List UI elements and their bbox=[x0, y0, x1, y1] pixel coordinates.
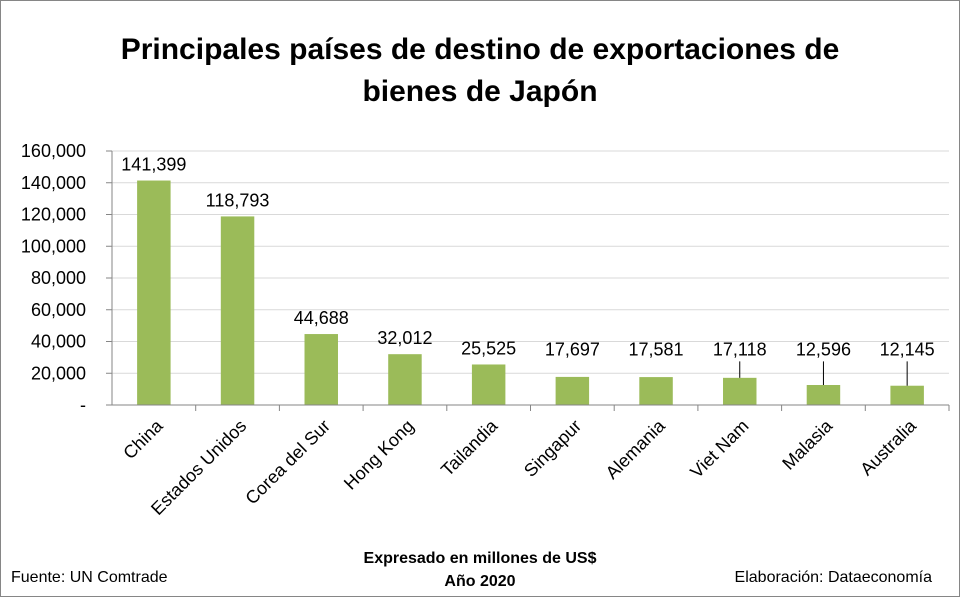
chart-title: Principales países de destino de exporta… bbox=[1, 29, 959, 113]
data-labels: 141,399 118,793 44,688 32,012 25,525 17,697 17… bbox=[121, 155, 935, 386]
category-label: Alemania bbox=[602, 415, 670, 483]
bar bbox=[806, 385, 841, 405]
bar bbox=[639, 377, 673, 405]
data-label: 25,525 bbox=[461, 338, 516, 358]
bars bbox=[137, 180, 924, 405]
bar bbox=[304, 334, 338, 405]
data-label: 17,581 bbox=[629, 339, 684, 359]
unit-note: Expresado en millones de US$ bbox=[363, 550, 597, 567]
bar bbox=[555, 376, 590, 405]
bar bbox=[137, 180, 171, 405]
y-tick-label: 120,000 bbox=[21, 205, 86, 225]
y-tick-label: 20,000 bbox=[31, 363, 86, 383]
category-label: Corea del Sur bbox=[241, 416, 334, 509]
y-tick-label: 80,000 bbox=[31, 268, 86, 288]
chart-title-line-2: bienes de Japón bbox=[362, 75, 598, 108]
category-label: Australia bbox=[856, 415, 920, 479]
data-label: 141,399 bbox=[121, 155, 186, 175]
source-note: Fuente: UN Comtrade bbox=[11, 569, 168, 586]
y-tick-label: 140,000 bbox=[21, 173, 86, 193]
y-tick-label: 40,000 bbox=[31, 332, 86, 352]
bar bbox=[471, 364, 506, 405]
chart-title-line-1: Principales países de destino de exporta… bbox=[120, 33, 840, 66]
bar bbox=[723, 377, 757, 405]
year-note: Año 2020 bbox=[444, 573, 516, 590]
y-axis-tick-labels: - 20,000 40,000 60,000 80,000 100,000 120,000 1… bbox=[21, 141, 86, 415]
data-label: 12,145 bbox=[880, 339, 935, 359]
bar bbox=[220, 216, 255, 405]
data-label: 17,118 bbox=[713, 339, 767, 359]
bar bbox=[890, 385, 924, 405]
category-label: Malasia bbox=[778, 415, 837, 474]
y-tick-label: 160,000 bbox=[21, 141, 86, 161]
data-label: 17,697 bbox=[545, 339, 600, 359]
y-tick-label: - bbox=[80, 395, 86, 415]
data-label: 32,012 bbox=[377, 328, 432, 348]
data-label: 118,793 bbox=[206, 190, 270, 210]
category-label: Singapur bbox=[520, 416, 585, 481]
credit-note: Elaboración: Dataeconomía bbox=[734, 569, 932, 586]
category-label: China bbox=[119, 415, 167, 463]
data-label: 44,688 bbox=[294, 308, 349, 328]
y-tick-label: 100,000 bbox=[21, 236, 86, 256]
category-label: Viet Nam bbox=[686, 416, 752, 482]
category-label: Hong Kong bbox=[340, 416, 418, 494]
bar bbox=[388, 354, 422, 405]
data-label: 12,596 bbox=[796, 339, 851, 359]
y-tick-label: 60,000 bbox=[31, 300, 86, 320]
category-label: Tailandia bbox=[437, 415, 502, 480]
